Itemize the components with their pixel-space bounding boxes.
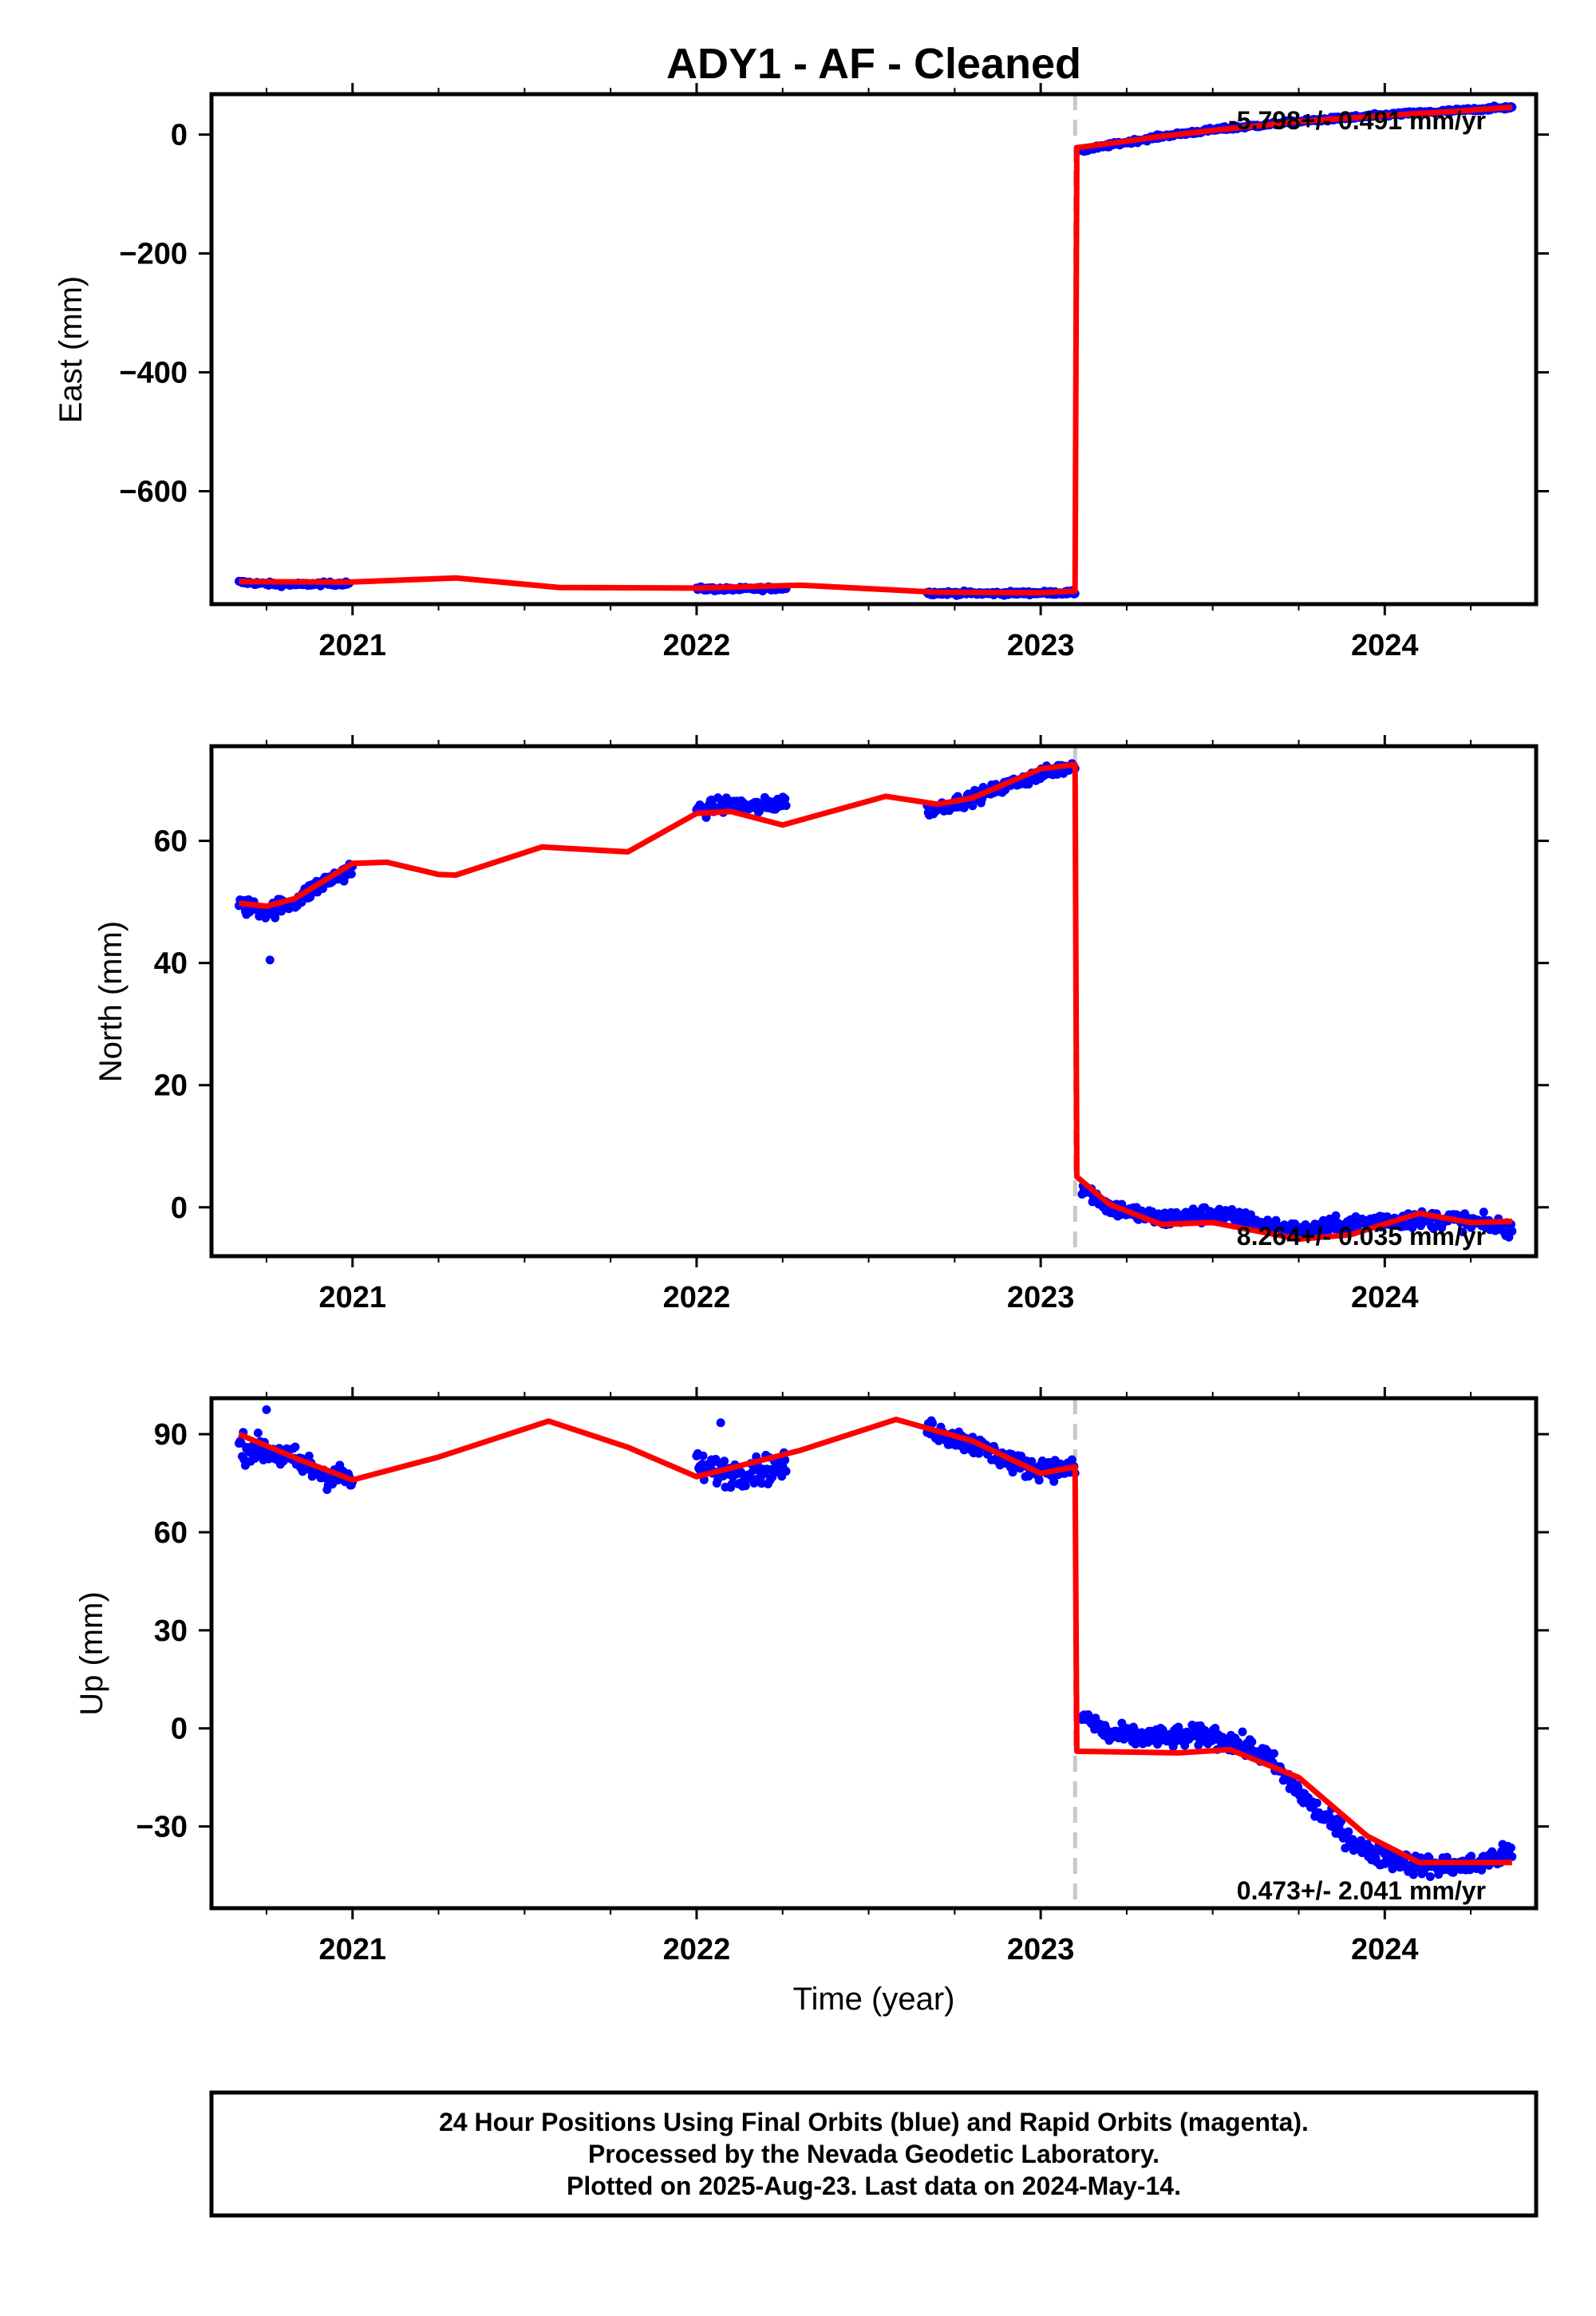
footer-box: 24 Hour Positions Using Final Orbits (bl… xyxy=(209,2090,1539,2218)
data-point xyxy=(346,869,356,879)
data-point xyxy=(1408,1870,1418,1879)
data-point xyxy=(1034,1476,1044,1485)
x-tick-label: 2021 xyxy=(319,629,387,662)
data-point xyxy=(720,1456,729,1466)
data-point xyxy=(1247,1737,1257,1747)
data-point xyxy=(1271,1215,1281,1225)
data-point xyxy=(711,1455,721,1464)
data-point xyxy=(236,1438,246,1448)
x-tick-label: 2022 xyxy=(663,1281,731,1314)
x-tick-label: 2023 xyxy=(1007,629,1075,662)
data-points xyxy=(235,101,1517,600)
data-point xyxy=(265,955,275,965)
data-point xyxy=(318,884,327,893)
data-point xyxy=(1507,1227,1517,1236)
footer-line-1: 24 Hour Positions Using Final Orbits (bl… xyxy=(439,2108,1309,2136)
east-ylabel: East (mm) xyxy=(53,276,89,423)
data-point xyxy=(781,801,791,810)
data-point xyxy=(297,898,306,907)
data-point xyxy=(262,1405,271,1414)
y-tick-label: −30 xyxy=(136,1811,188,1844)
data-point xyxy=(1458,1227,1468,1237)
y-tick-label: 0 xyxy=(171,1713,188,1746)
data-point xyxy=(290,1442,300,1452)
data-point xyxy=(749,1466,758,1476)
data-point xyxy=(716,1418,725,1428)
data-points xyxy=(235,759,1517,1242)
up-rate-label: 0.473+/- 2.041 mm/yr xyxy=(1237,1876,1486,1905)
y-tick-label: 60 xyxy=(154,1516,188,1550)
data-point xyxy=(1067,1455,1077,1464)
data-point xyxy=(253,1429,263,1437)
data-point xyxy=(1388,1864,1397,1874)
data-point xyxy=(698,1451,708,1460)
data-point xyxy=(727,1480,737,1489)
data-point xyxy=(1507,1852,1517,1861)
x-tick-label: 2021 xyxy=(319,1933,387,1966)
data-point xyxy=(304,1451,314,1460)
data-point xyxy=(959,803,969,812)
y-tick-label: 30 xyxy=(154,1614,188,1648)
model-line xyxy=(239,761,1512,1243)
x-tick-label: 2022 xyxy=(663,629,731,662)
x-tick-label: 2021 xyxy=(319,1281,387,1314)
data-point xyxy=(1238,1727,1247,1737)
model-line xyxy=(238,1417,1512,1866)
plot-frame xyxy=(209,92,1539,607)
chart-title: ADY1 - AF - Cleaned xyxy=(666,40,1081,88)
data-point xyxy=(1269,1749,1278,1758)
data-point xyxy=(1344,1827,1353,1836)
y-tick-label: 60 xyxy=(154,825,188,859)
plot-frame xyxy=(209,1396,1539,1911)
data-point xyxy=(1188,1204,1198,1214)
up-panel: 2021 2022 2023 2024 90 60 30 0 −30 Up (mm) 0.473… xyxy=(74,1387,1549,1966)
x-tick-label: 2023 xyxy=(1007,1281,1075,1314)
x-tick-label: 2023 xyxy=(1007,1933,1075,1966)
data-point xyxy=(1477,1865,1487,1875)
data-point xyxy=(1008,1468,1017,1477)
y-tick-label: 90 xyxy=(154,1418,188,1452)
data-point xyxy=(1425,1872,1435,1881)
y-tick-label: −600 xyxy=(119,475,188,508)
east-rate-label: -5.798+/- 0.491 mm/yr xyxy=(1228,106,1486,135)
x-tick-label: 2024 xyxy=(1351,1281,1419,1314)
data-point xyxy=(741,1481,750,1491)
plot-frame xyxy=(209,744,1539,1259)
data-point xyxy=(1467,1852,1476,1861)
y-tick-label: 40 xyxy=(154,947,188,981)
north-panel: 2021 2022 2023 2024 60 40 20 0 North (mm) 8.264… xyxy=(93,735,1549,1314)
footer-line-3: Plotted on 2025-Aug-23. Last data on 202… xyxy=(567,2172,1181,2200)
footer-line-2: Processed by the Nevada Geodetic Laborat… xyxy=(588,2140,1159,2168)
x-axis-label: Time (year) xyxy=(793,1982,955,2017)
data-point xyxy=(1507,1843,1515,1852)
data-point xyxy=(1312,1798,1321,1808)
data-point xyxy=(1331,1211,1341,1220)
data-points xyxy=(235,1405,1517,1881)
data-point xyxy=(1049,1476,1059,1486)
y-tick-label: 0 xyxy=(171,119,188,152)
y-tick-label: −400 xyxy=(119,357,188,390)
model-line xyxy=(239,104,1513,596)
data-point xyxy=(1337,1816,1345,1826)
north-ylabel: North (mm) xyxy=(93,921,128,1082)
x-tick-label: 2024 xyxy=(1351,629,1419,662)
data-point xyxy=(928,1418,937,1428)
x-tick-label: 2024 xyxy=(1351,1933,1419,1966)
data-point xyxy=(1194,1741,1203,1750)
data-point xyxy=(757,1479,766,1488)
y-tick-label: 0 xyxy=(171,1192,188,1225)
data-point xyxy=(1479,1207,1488,1217)
y-tick-label: 20 xyxy=(154,1069,188,1103)
y-tick-label: −200 xyxy=(119,238,188,271)
data-point xyxy=(780,1456,790,1464)
data-point xyxy=(780,794,790,804)
data-point xyxy=(781,1467,791,1476)
up-ylabel: Up (mm) xyxy=(74,1591,109,1716)
x-tick-label: 2022 xyxy=(663,1933,731,1966)
north-rate-label: 8.264+/- 0.035 mm/yr xyxy=(1237,1222,1486,1251)
